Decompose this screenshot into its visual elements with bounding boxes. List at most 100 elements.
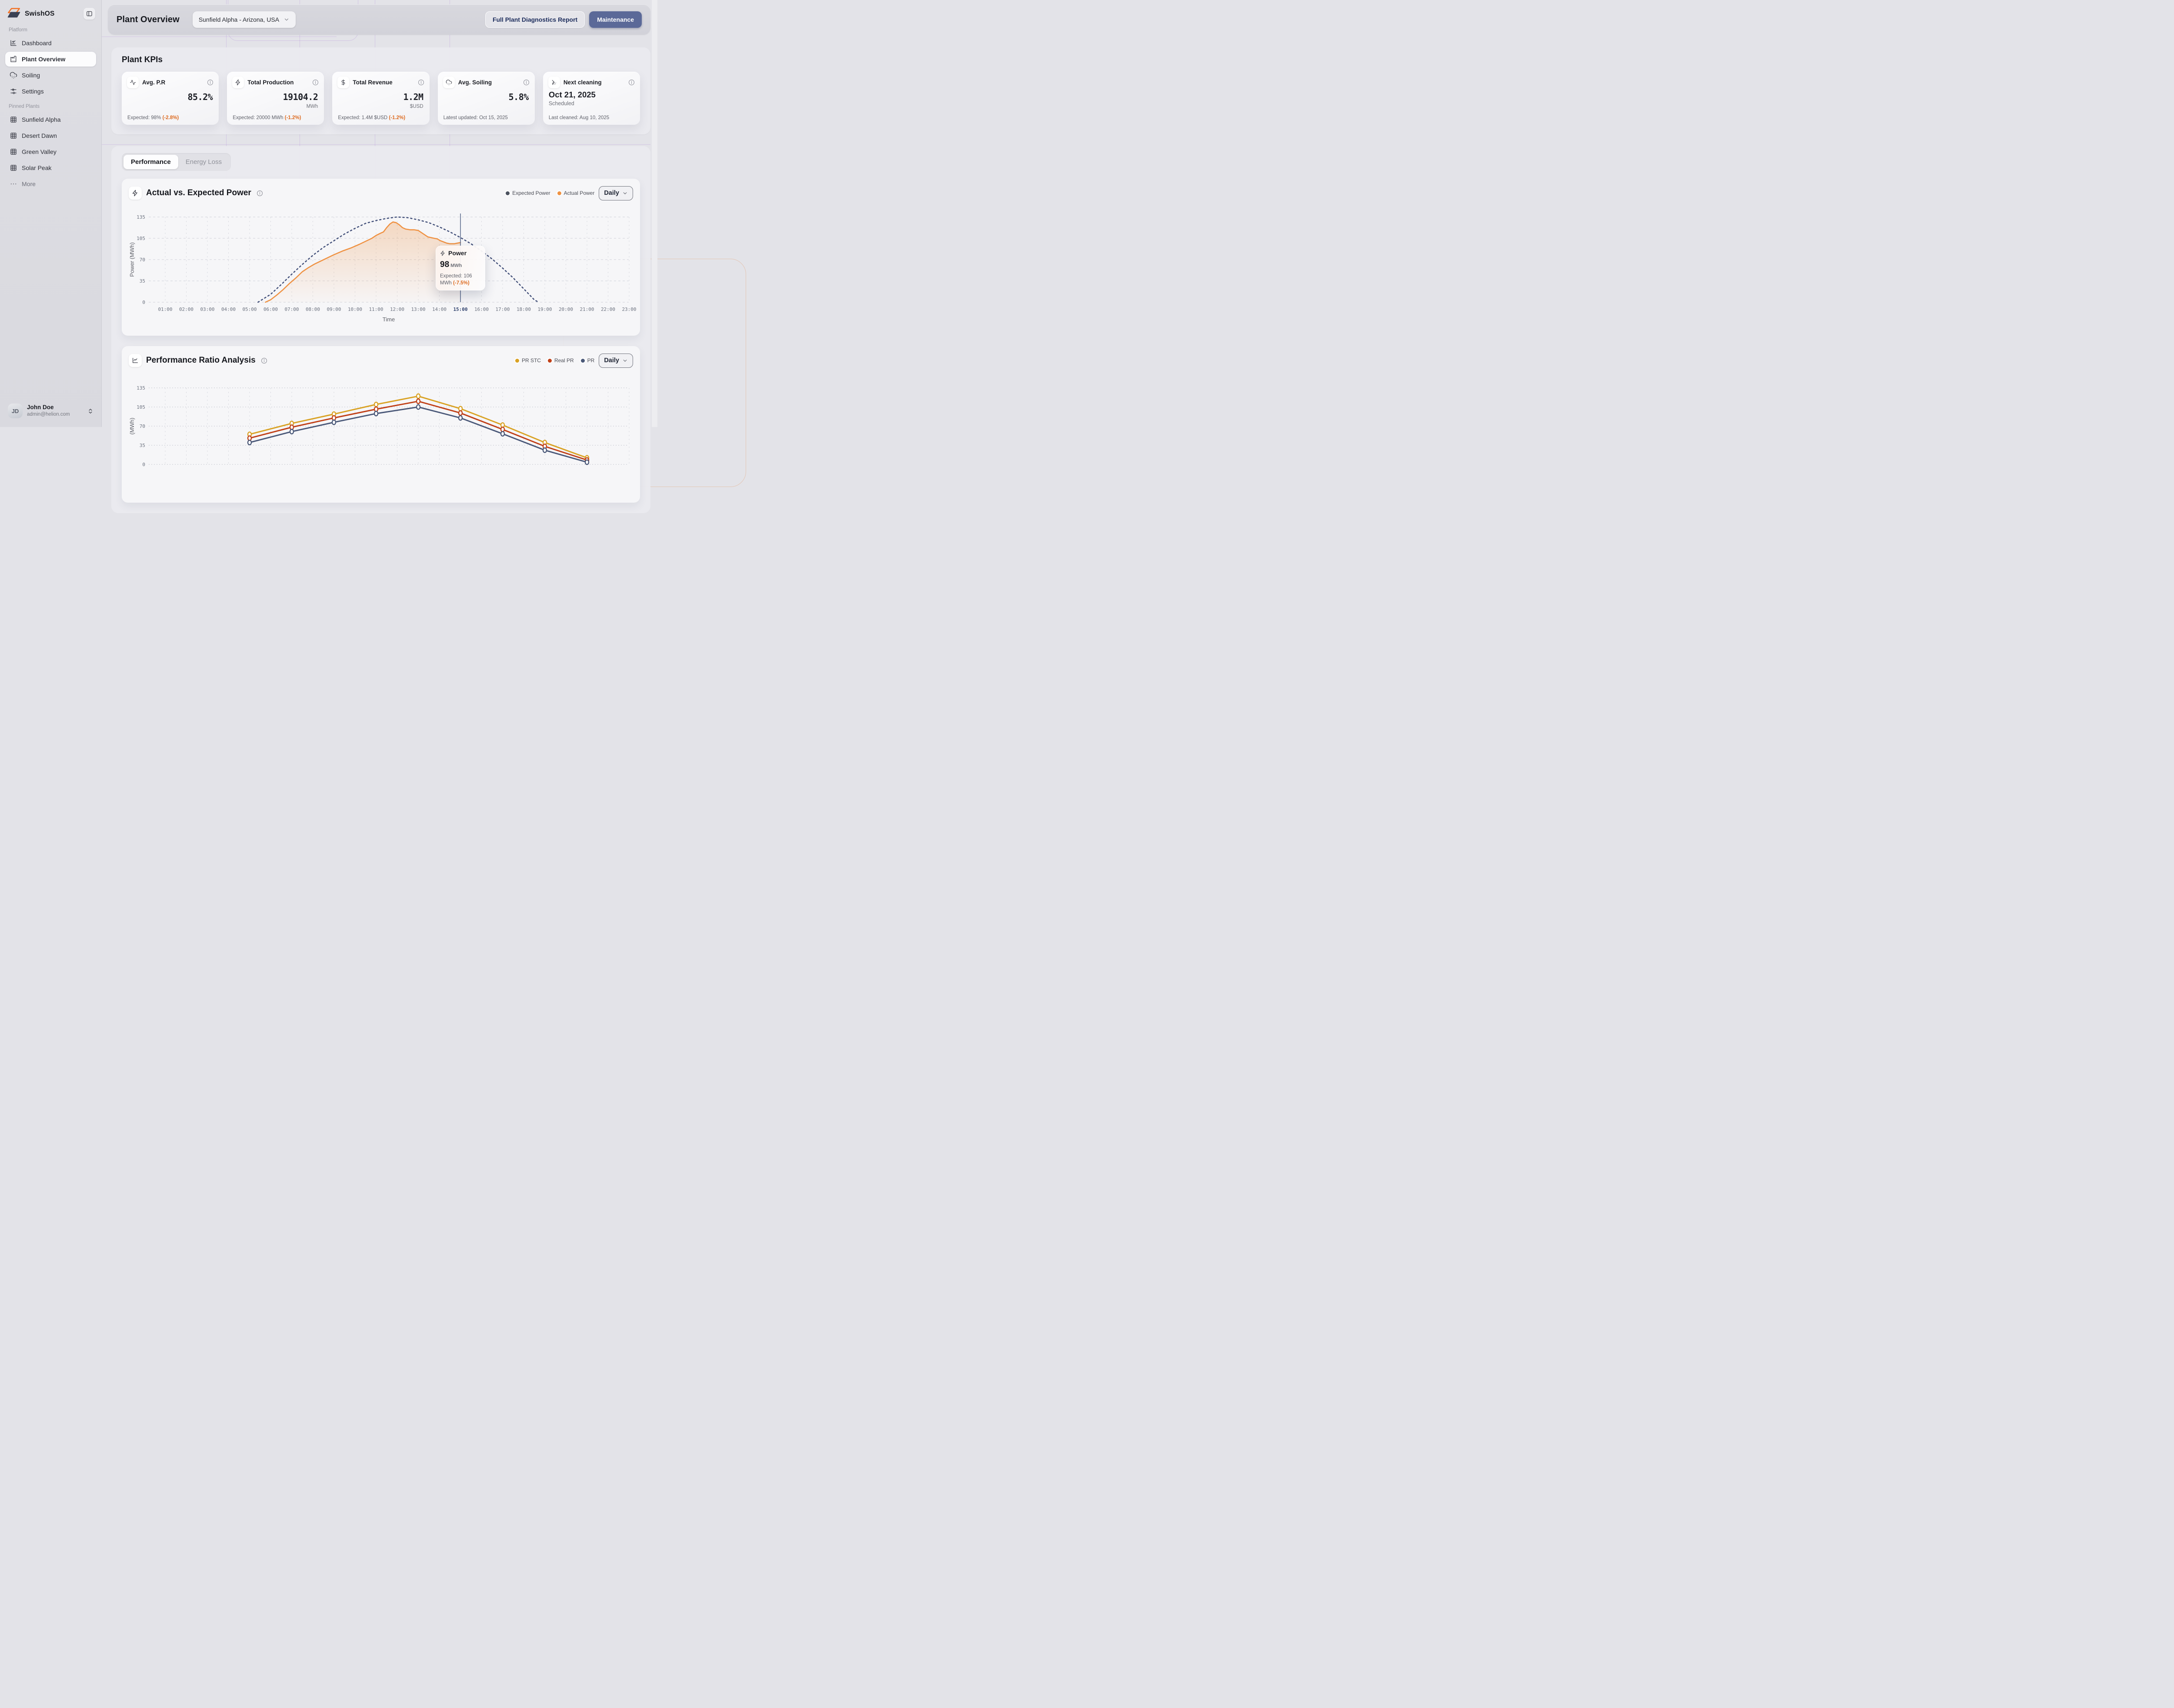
kpi-title: Avg. P.R <box>142 79 166 86</box>
sidebar-item-more[interactable]: More <box>5 177 96 191</box>
svg-text:20:00: 20:00 <box>559 307 573 312</box>
info-icon[interactable] <box>418 79 424 86</box>
solar-grid-icon <box>10 149 17 155</box>
chevrons-up-down-icon <box>87 408 93 414</box>
panel-left-icon <box>87 11 92 17</box>
info-icon <box>418 80 424 85</box>
svg-text:19:00: 19:00 <box>537 307 552 312</box>
dollar-icon <box>341 79 345 86</box>
kpi-unit: MWh <box>306 104 318 109</box>
full-plant-diagnostics-report-button[interactable]: Full Plant Diagnostics Report <box>485 11 585 28</box>
tooltip-title: Power <box>448 250 467 257</box>
tab-energy-loss[interactable]: Energy Loss <box>185 158 222 166</box>
svg-text:08:00: 08:00 <box>306 307 320 312</box>
sidebar-collapse-button[interactable] <box>83 8 95 20</box>
sidebar-nav: Platform Dashboard Plant Overview Soiling Se… <box>5 27 96 191</box>
sidebar-item-sunfield-alpha[interactable]: Sunfield Alpha <box>5 112 96 127</box>
svg-text:17:00: 17:00 <box>495 307 510 312</box>
svg-text:14:00: 14:00 <box>432 307 447 312</box>
sidebar: SwishOS Platform Dashboard Plant Overview S… <box>0 0 102 427</box>
tooltip-value: 98 <box>440 260 450 269</box>
info-icon[interactable] <box>523 79 530 86</box>
bolt-icon <box>235 79 240 86</box>
svg-text:0: 0 <box>142 300 145 305</box>
plant-kpis-section: Plant KPIs Avg. P.R 85.2% Expected: 98% (-… <box>111 47 650 134</box>
power-chart-plot[interactable]: 0 35 70 105 135 01:00 02:00 03:00 04:00 05:00 06:0… <box>129 204 637 330</box>
info-icon <box>629 80 634 85</box>
user-name: John Doe <box>27 404 54 411</box>
cloud-drizzle-icon <box>10 72 17 79</box>
power-chart-title: Actual vs. Expected Power <box>146 188 251 197</box>
chevron-down-icon <box>622 358 628 364</box>
info-icon <box>207 80 213 85</box>
kpi-footer: Expected: 98% (-2.8%) <box>127 115 179 120</box>
bolt-icon <box>129 187 142 200</box>
svg-text:105: 105 <box>137 404 145 410</box>
sidebar-section-label: Pinned Plants <box>9 104 40 109</box>
user-menu[interactable]: JD John Doe admin@helion.com <box>5 401 96 421</box>
svg-text:Power (MWh): Power (MWh) <box>129 242 135 277</box>
svg-text:11:00: 11:00 <box>369 307 383 312</box>
info-icon <box>313 80 319 85</box>
svg-text:13:00: 13:00 <box>411 307 425 312</box>
info-icon[interactable] <box>628 79 635 86</box>
svg-text:70: 70 <box>140 424 145 429</box>
main-content: Plant Overview Sunfield Alpha - Arizona,… <box>102 0 746 513</box>
user-email: admin@helion.com <box>27 412 70 417</box>
scroll-gutter[interactable] <box>652 0 657 427</box>
sidebar-item-solar-peak[interactable]: Solar Peak <box>5 160 96 175</box>
pr-chart-card: Performance Ratio Analysis PR STC Real PR… <box>122 346 640 503</box>
charts-section: Performance Energy Loss Actual vs. Expect… <box>111 146 650 513</box>
kpi-title: Total Production <box>247 79 294 86</box>
kpi-value: 1.2M <box>403 92 423 102</box>
page-header: Plant Overview Sunfield Alpha - Arizona,… <box>108 4 650 35</box>
broom-icon <box>552 80 556 85</box>
legend-item-pr-stc: PR STC <box>515 357 541 364</box>
info-icon[interactable] <box>257 190 263 197</box>
cloud-drizzle-icon <box>446 80 452 85</box>
kpi-card-avg-p-r: Avg. P.R 85.2% Expected: 98% (-2.8%) <box>122 72 219 125</box>
svg-text:10:00: 10:00 <box>348 307 362 312</box>
sidebar-item-soiling[interactable]: Soiling <box>5 68 96 83</box>
legend-item-expected-power: Expected Power <box>506 190 550 196</box>
sidebar-item-plant-overview[interactable]: Plant Overview <box>5 52 96 67</box>
avatar: JD <box>8 404 23 418</box>
pr-chart-title: Performance Ratio Analysis <box>146 356 256 365</box>
svg-text:35: 35 <box>140 278 145 284</box>
maintenance-button[interactable]: Maintenance <box>589 11 642 28</box>
svg-text:03:00: 03:00 <box>200 307 214 312</box>
kpi-footer: Last cleaned: Aug 10, 2025 <box>548 115 610 120</box>
pr-chart-plot[interactable]: 0 35 70 105 135 (MWh) <box>129 371 637 497</box>
kpi-title: Avg. Soiling <box>458 79 492 86</box>
dashboard-icon <box>10 40 17 46</box>
svg-text:105: 105 <box>137 236 145 241</box>
power-chart-card: Actual vs. Expected Power Expected Power… <box>122 179 640 336</box>
svg-text:135: 135 <box>137 385 145 391</box>
sliders-icon <box>10 88 17 94</box>
kpi-footer: Expected: 20000 MWh (-1.2%) <box>233 115 301 120</box>
pr-range-selector[interactable]: Daily <box>599 353 633 368</box>
brand-name: SwishOS <box>25 10 55 17</box>
power-range-selector[interactable]: Daily <box>599 186 633 200</box>
sidebar-item-desert-dawn[interactable]: Desert Dawn <box>5 128 96 143</box>
svg-text:02:00: 02:00 <box>179 307 193 312</box>
sidebar-section-label: Platform <box>9 27 27 33</box>
svg-text:23:00: 23:00 <box>622 307 636 312</box>
sidebar-item-settings[interactable]: Settings <box>5 84 96 99</box>
kpi-card-total-revenue: Total Revenue 1.2M $USD Expected: 1.4M $USD… <box>332 72 430 125</box>
tab-performance[interactable]: Performance <box>123 155 178 169</box>
kpi-card-total-production: Total Production 19104.2 MWh Expected: 2000… <box>227 72 324 125</box>
sidebar-item-green-valley[interactable]: Green Valley <box>5 144 96 159</box>
plant-selector-dropdown[interactable]: Sunfield Alpha - Arizona, USA <box>192 11 296 28</box>
legend-item-pr: PR <box>580 357 594 364</box>
info-icon[interactable] <box>207 79 213 86</box>
sidebar-item-dashboard[interactable]: Dashboard <box>5 36 96 50</box>
chart-line-icon <box>129 354 142 367</box>
app-root: SwishOS Platform Dashboard Plant Overview S… <box>0 0 746 513</box>
info-icon[interactable] <box>312 79 319 86</box>
info-icon[interactable] <box>261 357 267 364</box>
solar-grid-icon <box>10 133 17 139</box>
svg-text:05:00: 05:00 <box>242 307 257 312</box>
svg-text:35: 35 <box>140 443 145 448</box>
solar-grid-icon <box>10 165 17 171</box>
